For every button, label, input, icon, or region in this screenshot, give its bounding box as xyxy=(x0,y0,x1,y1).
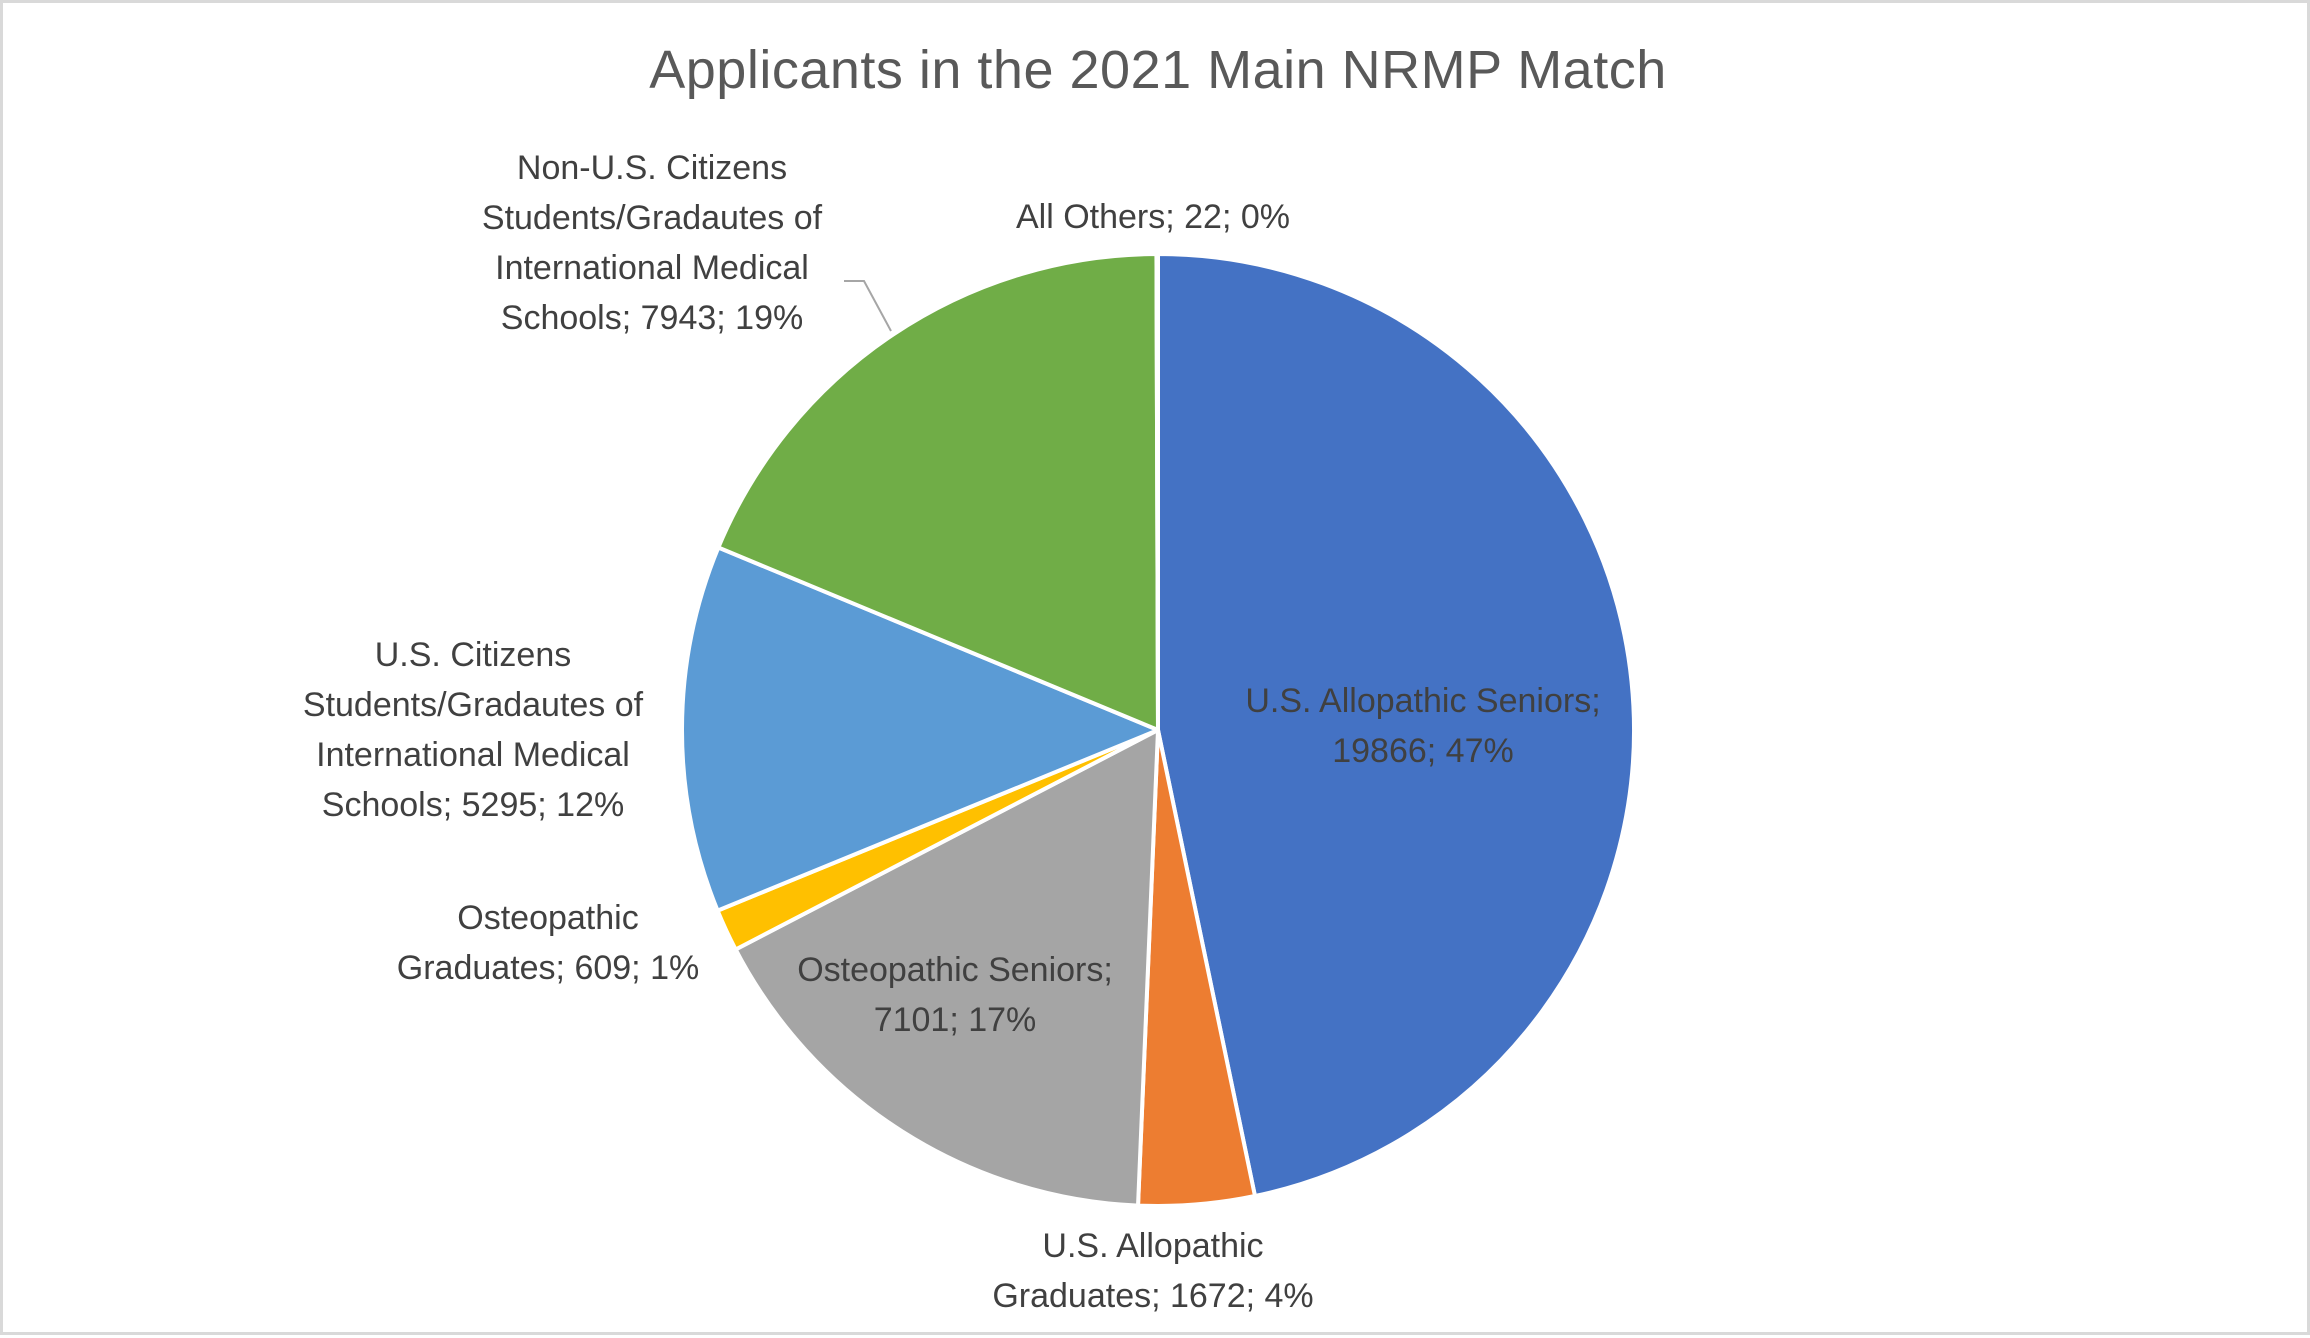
data-label-line: U.S. Citizens xyxy=(374,636,572,674)
data-label: All Others; 22; 0% xyxy=(1016,192,1290,242)
pie-slice-osteopathic-seniors xyxy=(733,728,1160,1208)
pie-slice-non-u-s-citizens-students-gradautes-of-international-medical-schools xyxy=(716,252,1160,732)
data-label-line: Schools; 5295; 12% xyxy=(321,786,625,824)
data-label: U.S. Allopathic Graduates; 1672; 4% xyxy=(992,1221,1313,1321)
data-label-line: U.S. Allopathic xyxy=(1042,1227,1264,1265)
data-label-line: 7101; 17% xyxy=(873,1001,1037,1039)
data-label-line: Non-U.S. Citizens xyxy=(516,149,788,187)
data-label: Non-U.S. Citizens Students/Gradautes of In… xyxy=(482,143,822,343)
data-label-line: International Medical xyxy=(316,736,630,774)
data-label: Osteopathic Seniors; 7101; 17% xyxy=(797,945,1113,1045)
data-label-line: 19866; 47% xyxy=(1332,732,1514,770)
data-label-line: Schools; 7943; 19% xyxy=(500,299,804,337)
data-label-line: Students/Gradautes of xyxy=(481,199,823,237)
data-label-line: Osteopathic xyxy=(457,899,639,937)
pie-slice-all-others xyxy=(1154,252,1160,732)
leader-line xyxy=(844,280,892,332)
data-label-line: U.S. Allopathic Seniors; xyxy=(1245,682,1601,720)
chart-title: Applicants in the 2021 Main NRMP Match xyxy=(649,40,1667,100)
data-label: Osteopathic Graduates; 609; 1% xyxy=(397,893,699,993)
data-label-line: All Others; 22; 0% xyxy=(1015,198,1291,236)
leader-lines xyxy=(844,280,892,332)
pie-slice-u-s-allopathic-seniors xyxy=(1156,252,1636,1199)
pie-slices xyxy=(680,252,1636,1208)
data-label-line: Graduates; 609; 1% xyxy=(396,949,700,987)
data-label-line: Graduates; 1672; 4% xyxy=(992,1277,1314,1315)
data-label-line: Osteopathic Seniors; xyxy=(797,951,1113,989)
pie-chart xyxy=(680,252,1636,1208)
data-label: U.S. Citizens Students/Gradautes of Intern… xyxy=(303,630,643,830)
data-label: U.S. Allopathic Seniors; 19866; 47% xyxy=(1245,676,1600,776)
data-label-line: Students/Gradautes of xyxy=(302,686,644,724)
pie-slice-u-s-citizens-students-gradautes-of-international-medical-schools xyxy=(680,545,1160,913)
data-label-line: International Medical xyxy=(495,249,809,287)
